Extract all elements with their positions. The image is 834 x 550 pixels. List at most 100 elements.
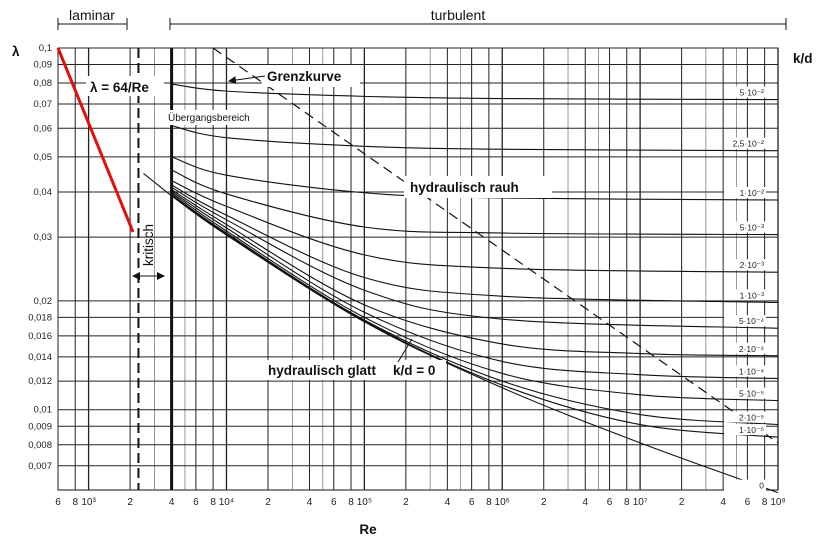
limit-curve-pointer <box>228 75 266 84</box>
y-tick-label: 0,04 <box>34 187 53 198</box>
kd-label: 1·10⁻² <box>740 188 764 198</box>
x-tick-label: 10⁷ <box>633 497 648 508</box>
kd-labels: 5·10⁻² 2,5·10⁻² 1·10⁻² 5·10⁻³ 2·10⁻³ 1·10⁻³ 5·… <box>724 86 766 491</box>
y-tick-label: 0,007 <box>28 461 52 472</box>
x-axis-label: Re <box>359 522 377 537</box>
x-tick-labels: 6 8 10³ 2 4 6 8 10⁴ 2 4 6 8 10⁵ 2 4 6 8 10⁶ 2 4 6 8 10⁷ 2 4 6 8 10⁸ <box>55 497 785 508</box>
smooth-pointer <box>397 338 413 363</box>
kd-label: 0 <box>759 481 764 491</box>
rough-label: hydraulisch rauh <box>410 180 519 195</box>
kd-label: 5·10⁻⁵ <box>739 389 764 399</box>
y-tick-label: 0,012 <box>28 376 52 387</box>
x-tick-label: 4 <box>582 497 588 508</box>
x-tick-label: 10⁵ <box>357 497 372 508</box>
kd-curve <box>171 83 779 101</box>
plot-frame <box>57 47 779 491</box>
critical-label: kritisch <box>141 224 156 266</box>
y-axis-label: λ <box>12 44 20 59</box>
kd-curve <box>171 125 779 152</box>
laminar-label: laminar <box>69 7 115 23</box>
laminar-formula-box <box>86 76 164 96</box>
kd-curve <box>171 156 779 201</box>
right-axis-label: k/d <box>793 51 813 66</box>
x-tick-label: 8 <box>210 497 216 508</box>
kd-label: 2·10⁻⁵ <box>739 413 764 423</box>
x-tick-label: 2 <box>679 497 685 508</box>
y-tick-label: 0,07 <box>34 99 53 110</box>
y-tick-label: 0,05 <box>34 152 53 163</box>
kd-label-bg <box>724 411 766 423</box>
x-tick-label: 6 <box>193 497 199 508</box>
limit-curve-box <box>262 65 360 87</box>
kd-curves <box>56 47 779 494</box>
x-tick-label: 10⁴ <box>219 497 234 508</box>
y-tick-label: 0,06 <box>34 123 53 134</box>
y-tick-labels: 0,1 0,09 0,08 0,07 0,06 0,05 0,04 0,03 0,02 0,018… <box>28 43 52 472</box>
y-tick-label: 0,014 <box>28 352 52 363</box>
y-tick-label: 0,08 <box>34 78 53 89</box>
kd-label-bg <box>724 387 766 399</box>
kd-label-bg <box>724 86 766 98</box>
x-tick-label: 2 <box>541 497 547 508</box>
kd-label-bg <box>724 221 766 233</box>
x-tick-label: 6 <box>55 497 61 508</box>
kd-label-bg <box>724 479 766 491</box>
x-tick-label: 4 <box>720 497 726 508</box>
critical-region: kritisch <box>132 224 165 280</box>
kd-label: 1·10⁻⁵ <box>739 425 764 435</box>
x-tick-label: 8 <box>624 497 630 508</box>
kd-curve <box>171 190 779 380</box>
kd-curve <box>171 193 779 426</box>
x-tick-label: 10⁸ <box>770 497 785 508</box>
rough-label-box <box>404 176 552 198</box>
y-tick-label: 0,03 <box>34 232 53 243</box>
kd-curve <box>171 186 779 329</box>
kd-label: 2,5·10⁻² <box>733 139 765 149</box>
kd-label-bg <box>724 137 766 149</box>
kd-label: 2·10⁻³ <box>740 260 764 270</box>
x-tick-label: 8 <box>348 497 354 508</box>
kd-label: 5·10⁻⁴ <box>739 316 764 326</box>
kd-label: 2·10⁻⁴ <box>739 344 764 354</box>
limit-curve-label: Grenzkurve <box>267 69 342 84</box>
smooth-kd-label: k/d = 0 <box>393 363 435 378</box>
x-tick-label: 8 <box>486 497 492 508</box>
turbulent-label: turbulent <box>431 7 486 23</box>
kd-label: 1·10⁻³ <box>740 290 764 300</box>
x-tick-label: 6 <box>607 497 613 508</box>
smooth-kd-box <box>390 360 446 380</box>
kd-label: 5·10⁻² <box>740 88 764 98</box>
x-tick-label: 6 <box>331 497 337 508</box>
kd-curve <box>171 184 779 303</box>
kd-label-bg <box>724 259 766 271</box>
y-tick-label: 0,01 <box>34 405 53 416</box>
kd-label-bg <box>724 315 766 327</box>
x-tick-label: 4 <box>169 497 175 508</box>
y-tick-label: 0,016 <box>28 331 52 342</box>
x-tick-label: 10⁶ <box>495 497 510 508</box>
x-tick-label: 8 <box>762 497 768 508</box>
kd-curve <box>171 189 779 357</box>
y-tick-label: 0,008 <box>28 440 52 451</box>
y-tick-label: 0,02 <box>34 296 53 307</box>
kd-curve <box>171 169 779 236</box>
laminar-line <box>56 47 135 233</box>
x-tick-label: 2 <box>265 497 271 508</box>
kd-label: 5·10⁻³ <box>740 223 764 233</box>
x-tick-label: 10³ <box>81 497 96 508</box>
transition-label: Übergangsbereich <box>168 112 250 124</box>
critical-curve <box>143 173 172 197</box>
x-tick-label: 6 <box>469 497 475 508</box>
y-tick-label: 0,018 <box>28 312 52 323</box>
kd-label-bg <box>724 424 766 436</box>
kd-label-bg <box>724 365 766 377</box>
kd-label: 1·10⁻⁴ <box>739 367 764 377</box>
x-tick-label: 2 <box>403 497 409 508</box>
smooth-label-box <box>263 360 388 380</box>
x-tick-label: 6 <box>745 497 751 508</box>
kd-label-bg <box>724 342 766 354</box>
x-tick-label: 8 <box>72 497 78 508</box>
laminar-formula: λ = 64/Re <box>90 80 149 95</box>
limit-curve <box>212 47 779 444</box>
